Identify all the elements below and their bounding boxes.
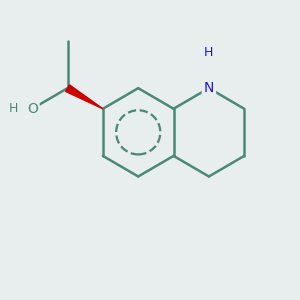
Text: O: O: [27, 102, 38, 116]
Polygon shape: [66, 85, 103, 109]
Text: H: H: [204, 46, 214, 59]
Text: H: H: [8, 102, 18, 115]
Text: N: N: [204, 81, 214, 95]
